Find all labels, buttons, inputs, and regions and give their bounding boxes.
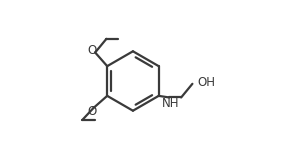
Text: O: O [87,44,96,57]
Text: O: O [88,105,97,118]
Text: NH: NH [162,97,180,110]
Text: OH: OH [197,76,215,89]
